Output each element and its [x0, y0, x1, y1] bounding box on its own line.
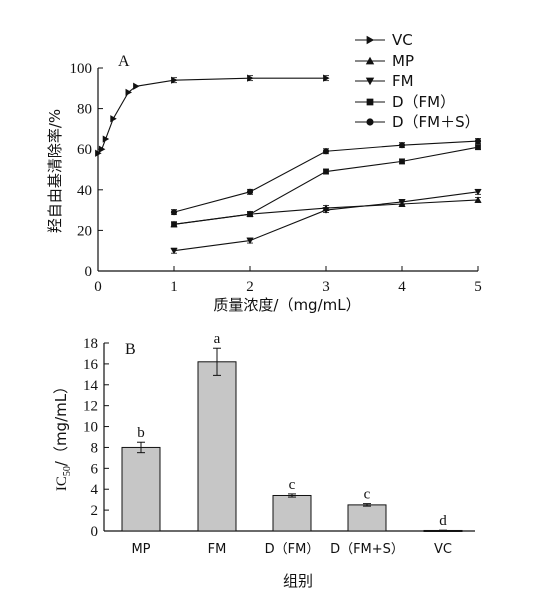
chart-a-y-tick-label: 0 — [85, 264, 93, 280]
bar — [121, 446, 161, 532]
chart-a-xlabel: 质量浓度/（mg/mL） — [213, 296, 360, 314]
chart-a-x-tick-label: 2 — [246, 279, 254, 295]
category-label: D（FM+S） — [330, 542, 404, 557]
series-point-triangle-right — [102, 135, 110, 143]
chart-b-ylabel: IC50/（mg/mL） — [52, 379, 73, 491]
series-point-circle — [246, 188, 254, 195]
bar — [272, 494, 312, 532]
series-point-triangle-right — [133, 82, 140, 90]
category-label: D（FM） — [265, 542, 320, 557]
chart-b-xlabel: 组别 — [283, 572, 313, 590]
legend-label: D（FM） — [392, 93, 455, 111]
category-label: FM — [208, 542, 227, 557]
chart-b-y-tick-label: 6 — [91, 461, 99, 477]
series-point-triangle-down — [170, 247, 178, 255]
chart-a-y-tick-label: 40 — [77, 183, 92, 199]
significance-letter: c — [289, 477, 296, 493]
series-point-triangle-down — [398, 199, 406, 206]
series-point-triangle-up — [474, 196, 482, 203]
chart-a-x-tick-label: 5 — [474, 279, 482, 295]
significance-letter: b — [137, 425, 145, 441]
category-label: VC — [434, 542, 452, 557]
chart-b-y-tick-label: 16 — [83, 357, 99, 373]
series-point-triangle-right — [171, 76, 178, 84]
chart-a-x-tick-label: 0 — [94, 279, 102, 295]
chart-b-ylabel-main: IC — [54, 476, 70, 491]
chart-b-y-tick-label: 12 — [83, 399, 98, 415]
chart-a-y-tick-label: 60 — [77, 142, 92, 158]
chart-a-y-tick-label: 20 — [77, 223, 92, 239]
chart-a: A 0 1 2 3 4 5 0 20 40 60 80 100 羟自由基清除率/% 质量浓度/（mg/… — [46, 31, 482, 314]
significance-letter: c — [364, 487, 371, 503]
chart-a-ylabel: 羟自由基清除率/% — [46, 109, 64, 233]
chart-b-ylabel-rest: /（mg/mL） — [52, 379, 70, 466]
category-label: MP — [131, 542, 150, 557]
chart-b-y-tick-label: 0 — [91, 524, 99, 540]
legend-label: MP — [392, 52, 414, 70]
series-point-triangle-right — [247, 74, 254, 82]
series-point-triangle-right — [125, 88, 132, 96]
chart-b: B 0 2 4 6 8 10 12 14 16 18 b MP a FM c D（FM） c D（FM+S） d VC… — [52, 331, 475, 590]
legend-marker-triangle-right — [366, 35, 375, 45]
series-line-triangle-right — [97, 77, 326, 154]
chart-b-ylabel-sub: 50 — [62, 466, 73, 476]
legend-marker-triangle-up — [365, 56, 375, 65]
series-point-triangle-down — [474, 188, 482, 196]
series-point-triangle-right — [323, 74, 330, 82]
series-point-square — [475, 144, 481, 151]
series-point-triangle-right — [95, 149, 102, 157]
bar — [347, 504, 387, 532]
series-point-triangle-down — [322, 207, 330, 214]
chart-a-y-tick-label: 100 — [70, 61, 93, 77]
chart-b-plot-area: 0 2 4 6 8 10 12 14 16 18 b MP a FM c D（FM） c D（FM+S） d VC — [83, 331, 475, 557]
legend-label: D（FM＋S） — [392, 113, 480, 131]
series-point-circle — [322, 148, 330, 155]
series-point-circle — [170, 209, 178, 216]
series-point-square — [247, 211, 253, 218]
chart-a-x-tick-label: 4 — [398, 279, 406, 295]
panel-a-label: A — [118, 53, 130, 70]
bar — [197, 361, 237, 532]
significance-letter: a — [214, 331, 221, 347]
chart-b-y-tick-label: 10 — [83, 420, 98, 436]
chart-a-plot-area: 0 1 2 3 4 5 0 20 40 60 80 100 — [70, 61, 482, 295]
chart-b-y-tick-label: 18 — [83, 336, 98, 352]
series-point-square — [323, 168, 329, 175]
series-point-triangle-right — [98, 145, 106, 153]
legend-marker-triangle-down — [365, 77, 375, 86]
chart-b-y-tick-label: 4 — [91, 482, 99, 498]
series-point-square — [399, 158, 405, 165]
panel-b-label: B — [125, 341, 136, 358]
series-line-triangle-down — [173, 191, 479, 252]
significance-letter: d — [439, 513, 447, 529]
series-point-triangle-down — [246, 237, 254, 245]
series-point-triangle-right — [110, 115, 117, 123]
legend-label: VC — [392, 31, 413, 49]
chart-a-y-tick-label: 80 — [77, 102, 92, 118]
chart-b-y-tick-label: 14 — [83, 378, 99, 394]
legend-marker-circle — [366, 118, 374, 126]
series-point-square — [171, 221, 177, 228]
chart-b-y-tick-label: 2 — [91, 503, 99, 519]
chart-b-y-tick-label: 8 — [91, 440, 99, 456]
chart-a-x-tick-label: 3 — [322, 279, 330, 295]
legend-marker-square — [366, 98, 374, 106]
series-point-circle — [474, 138, 482, 145]
series-point-circle — [398, 142, 406, 149]
legend-label: FM — [392, 72, 414, 90]
chart-a-legend: VC MP FM D（FM） D（FM＋S） — [355, 31, 480, 131]
chart-a-x-tick-label: 1 — [170, 279, 178, 295]
